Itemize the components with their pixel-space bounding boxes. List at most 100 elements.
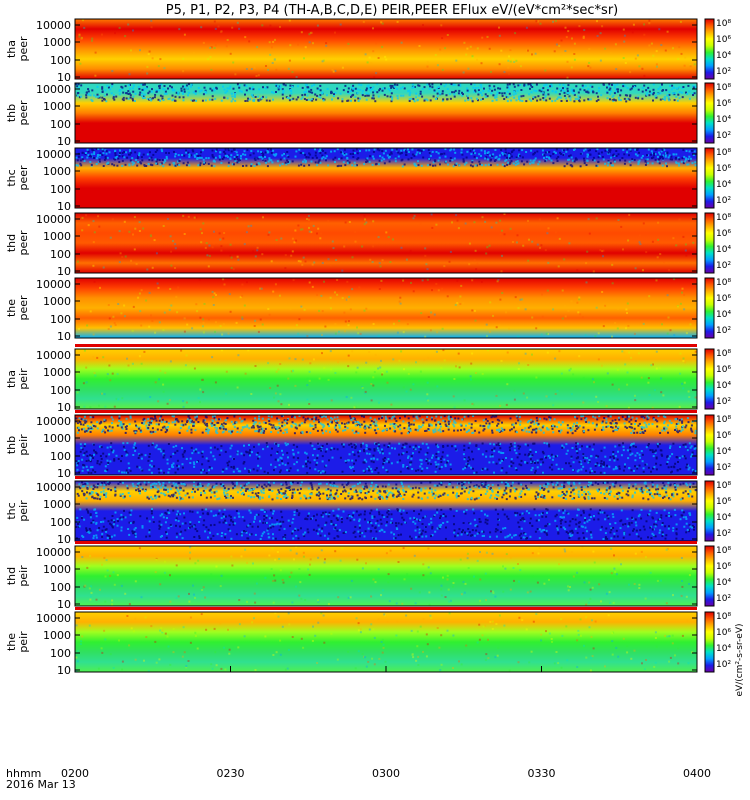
- y-tick-label: 10: [57, 265, 71, 278]
- panel-frame: [74, 82, 698, 144]
- colorbar-tick-label: 10⁴: [716, 447, 731, 457]
- y-tick-label: 1000: [43, 629, 71, 642]
- panel-species-label: peir: [17, 565, 30, 587]
- panel-species-label: peir: [17, 631, 30, 653]
- colorbar-tick-label: 10⁸: [716, 481, 731, 491]
- y-tick-label: 100: [50, 54, 71, 67]
- y-tick-label: 1000: [43, 230, 71, 243]
- panel-species-label: peir: [17, 434, 30, 456]
- x-tick-label: 0400: [683, 767, 711, 780]
- y-tick-label: 10: [57, 71, 71, 84]
- colorbar-tick-label: 10²: [716, 261, 731, 271]
- panel-probe-label: tha: [5, 370, 18, 388]
- panel-the-peer: 10000 1000 100 10 the peer 10⁸ 10⁶ 10⁴ 10²: [5, 277, 731, 343]
- colorbar-tick-label: 10²: [716, 131, 731, 141]
- panel-tha-peir: 10000 1000 100 10 tha peir 10⁸ 10⁶ 10⁴ 10²: [5, 344, 731, 414]
- y-tick-label: 100: [50, 516, 71, 529]
- panel-species-label: peir: [17, 368, 30, 390]
- panel-frame: [74, 212, 698, 274]
- panel-probe-label: thb: [5, 436, 18, 454]
- panel-probe-label: the: [5, 299, 18, 317]
- colorbar-tick-label: 10⁶: [716, 35, 731, 45]
- colorbar-tick-label: 10⁶: [716, 99, 731, 109]
- colorbar: [704, 82, 715, 144]
- y-tick-label: 10000: [36, 349, 71, 362]
- x-tick-label: 0300: [372, 767, 400, 780]
- y-tick-label: 1000: [43, 498, 71, 511]
- colorbar-tick-label: 10⁶: [716, 229, 731, 239]
- y-tick-label: 10: [57, 401, 71, 414]
- panel-probe-label: thc: [5, 169, 18, 186]
- colorbar: [704, 147, 715, 209]
- y-tick-label: 10: [57, 664, 71, 677]
- x-tick-label: 0200: [61, 767, 89, 780]
- y-tick-label: 1000: [43, 36, 71, 49]
- panel-species-label: peer: [17, 295, 30, 321]
- spectrogram-image: [75, 213, 697, 273]
- y-tick-label: 1000: [43, 366, 71, 379]
- fill-strip: [75, 541, 697, 544]
- y-tick-label: 10: [57, 533, 71, 546]
- colorbar: [704, 348, 715, 410]
- colorbar: [704, 212, 715, 274]
- y-tick-label: 10000: [36, 278, 71, 291]
- panel-frame: [74, 545, 698, 607]
- x-tick-label: 0230: [217, 767, 245, 780]
- colorbar-tick-label: 10²: [716, 529, 731, 539]
- y-tick-label: 10000: [36, 546, 71, 559]
- panel-probe-label: thb: [5, 104, 18, 122]
- panel-probe-label: thc: [5, 502, 18, 519]
- colorbar-tick-label: 10²: [716, 463, 731, 473]
- colorbar-tick-label: 10⁴: [716, 513, 731, 523]
- spectrogram-texture: [76, 213, 695, 273]
- time-axis: 0200 0230 0300 0330 0400: [61, 666, 711, 780]
- panel-thd-peer: 10000 1000 100 10 thd peer 10⁸ 10⁶ 10⁴ 10²: [5, 212, 731, 278]
- colorbar: [704, 545, 715, 607]
- spectrogram-texture-low: [75, 442, 697, 474]
- colorbar-unit-label: eV/(cm²-s-sr-eV): [735, 623, 745, 696]
- y-tick-label: 1000: [43, 100, 71, 113]
- spectrogram-image: [75, 83, 697, 143]
- colorbar-tick-label: 10⁸: [716, 19, 731, 29]
- panel-species-label: peir: [17, 500, 30, 522]
- colorbar-tick-label: 10²: [716, 397, 731, 407]
- colorbar-tick-label: 10⁶: [716, 628, 731, 638]
- y-tick-label: 1000: [43, 563, 71, 576]
- colorbar: [704, 480, 715, 542]
- colorbar-tick-label: 10²: [716, 326, 731, 336]
- panel-species-label: peer: [17, 100, 30, 126]
- panel-thc-peir: 10000 1000 100 10 thc peir 10⁸ 10⁶ 10⁴ 10²: [5, 476, 731, 546]
- colorbar-tick-label: 10⁴: [716, 180, 731, 190]
- y-tick-label: 10000: [36, 19, 71, 32]
- y-tick-label: 1000: [43, 165, 71, 178]
- colorbar-tick-label: 10⁴: [716, 310, 731, 320]
- panel-thd-peir: 10000 1000 100 10 thd peir 10⁸ 10⁶ 10⁴ 10²: [5, 541, 731, 611]
- date-label: 2016 Mar 13: [6, 778, 76, 791]
- y-tick-label: 100: [50, 183, 71, 196]
- colorbar-tick-label: 10⁴: [716, 381, 731, 391]
- colorbar-tick-label: 10⁸: [716, 415, 731, 425]
- y-tick-label: 10: [57, 467, 71, 480]
- colorbar-tick-label: 10⁸: [716, 213, 731, 223]
- panel-frame: [74, 277, 698, 339]
- fill-strip: [75, 344, 697, 347]
- colorbar-tick-label: 10⁶: [716, 562, 731, 572]
- colorbar-tick-label: 10⁴: [716, 51, 731, 61]
- colorbar: [704, 611, 715, 673]
- panel-thb-peer: 10000 1000 100 10 thb peer 10⁸ 10⁶ 10⁴ 10²: [5, 82, 731, 148]
- colorbar-tick-label: 10²: [716, 196, 731, 206]
- panel-the-peir: 10000 1000 100 10 the peir 10⁸ 10⁶ 10⁴ 10²: [5, 607, 731, 677]
- spectrogram-texture: [75, 612, 694, 672]
- colorbar-tick-label: 10²: [716, 67, 731, 77]
- colorbar: [704, 18, 715, 80]
- y-tick-label: 1000: [43, 432, 71, 445]
- y-tick-label: 1000: [43, 295, 71, 308]
- colorbar: [704, 414, 715, 476]
- y-tick-label: 10000: [36, 213, 71, 226]
- spectrogram-texture: [75, 83, 697, 103]
- y-tick-label: 10: [57, 330, 71, 343]
- panel-probe-label: thd: [5, 234, 18, 252]
- y-tick-label: 100: [50, 581, 71, 594]
- colorbar-tick-label: 10⁸: [716, 349, 731, 359]
